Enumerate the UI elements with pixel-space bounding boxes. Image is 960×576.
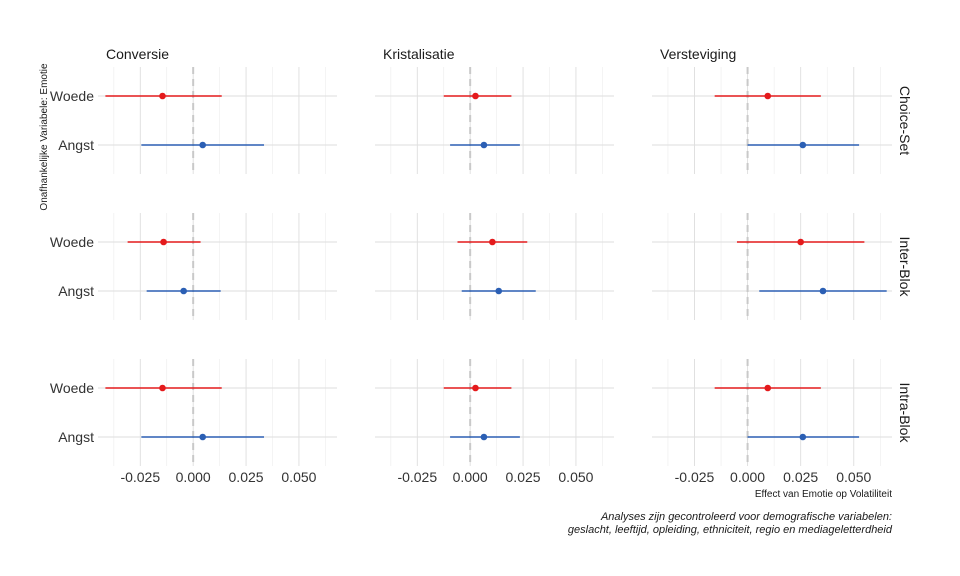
estimate-point-angst [480,433,488,441]
panel-intra-blok-conversie: Woede Angst [50,359,337,466]
estimate-point-angst [799,433,807,441]
x-tick-label: 0.050 [558,469,593,485]
y-tick-label-angst: Angst [58,283,94,299]
estimate-point-woede [159,384,166,392]
estimate-point-woede [160,238,167,246]
caption-line-1: Analyses zijn gecontroleerd voor demogra… [600,511,892,523]
panel-choice-set-conversie: Woede Angst [50,67,337,174]
estimate-point-woede [159,92,166,100]
panel-inter-blok-versteviging [652,213,892,320]
estimate-point-angst [799,141,807,149]
panel-inter-blok-kristalisatie [375,213,614,320]
x-tick-label: 0.050 [836,469,871,485]
y-tick-label-woede: Woede [50,380,94,396]
x-tick-label: 0.025 [783,469,818,485]
panel-inter-blok-conversie: Woede Angst [50,213,337,320]
x-tick-label: 0.050 [281,469,316,485]
estimate-point-angst [495,287,503,295]
estimate-point-angst [480,141,488,149]
caption-line-2: geslacht, leeftijd, opleiding, ethnicite… [568,524,893,536]
estimate-point-woede [764,384,772,392]
estimate-point-woede [489,238,496,246]
estimate-point-woede [472,384,479,392]
panel-intra-blok-kristalisatie [375,359,614,466]
estimate-point-angst [199,433,206,441]
y-tick-label-woede: Woede [50,88,94,104]
facet-strip-choice-set: Choice-Set [897,86,913,155]
estimate-point-woede [797,238,804,246]
x-tick-label: 0.025 [506,469,541,485]
facet-title-kristalisatie: Kristalisatie [383,46,455,62]
facet-title-conversie: Conversie [106,46,169,62]
x-tick-label: -0.025 [397,469,437,485]
facet-strip-intra-blok: Intra-Blok [897,383,913,444]
estimate-point-angst [819,287,827,295]
x-tick-label: -0.025 [120,469,160,485]
panel-intra-blok-versteviging [652,359,892,466]
estimate-point-angst [199,141,206,149]
x-tick-label: 0.025 [229,469,264,485]
facet-strip-inter-blok: Inter-Blok [897,237,913,298]
x-axis-label: Effect van Emotie op Volatiliteit [755,489,892,500]
labels-layer: Onafhankelijke Variabele: Emotie Effect … [39,63,893,536]
y-tick-label-woede: Woede [50,234,94,250]
facet-title-versteviging: Versteviging [660,46,736,62]
y-tick-label-angst: Angst [58,429,94,445]
y-axis-label: Onafhankelijke Variabele: Emotie [39,63,50,211]
panels-layer: Woede Angst Woede Angst Woede Angst Conversie K… [50,46,913,485]
x-tick-label: 0.000 [453,469,488,485]
x-tick-label: 0.000 [176,469,211,485]
estimate-point-woede [472,92,479,100]
panel-choice-set-kristalisatie [375,67,614,174]
estimate-point-angst [180,287,187,295]
x-tick-label: -0.025 [675,469,715,485]
panel-choice-set-versteviging [652,67,892,174]
estimate-point-woede [764,92,772,100]
x-tick-label: 0.000 [730,469,765,485]
y-tick-label-angst: Angst [58,137,94,153]
